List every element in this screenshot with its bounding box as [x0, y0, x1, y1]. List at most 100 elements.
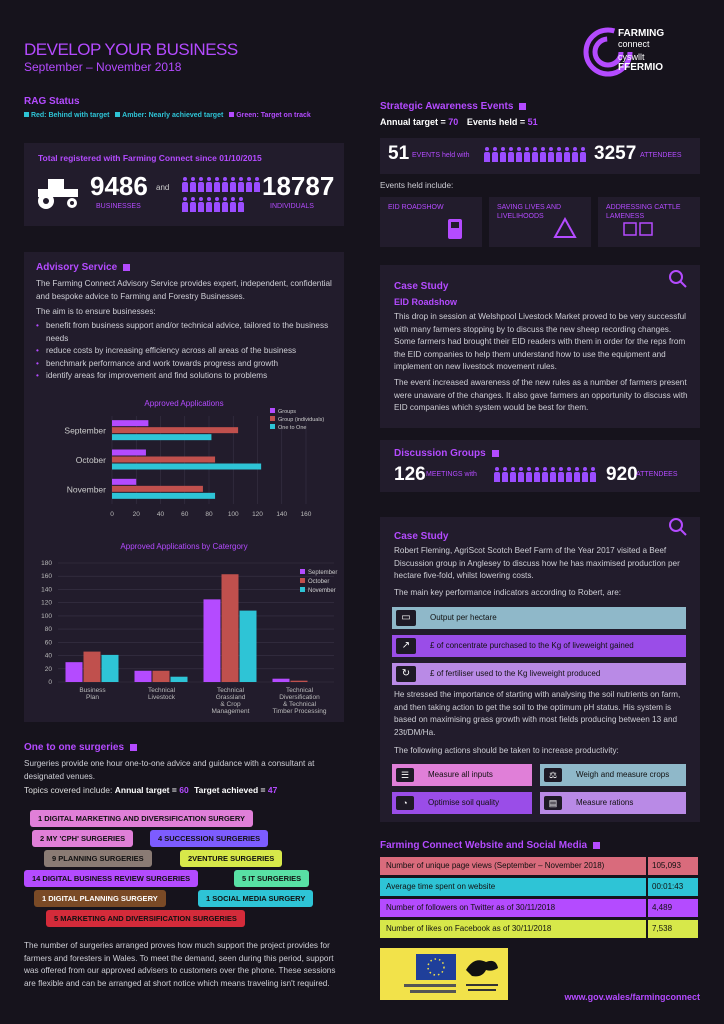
- cycle-icon: ↻: [396, 666, 416, 682]
- applications-by-category-chart: Approved Applications by Catergory 0 20 40 6…: [41, 542, 337, 715]
- legend-label: Group (individuals): [278, 417, 324, 423]
- dragon-icon: [466, 960, 498, 991]
- page-title: DEVELOP YOUR BUSINESS: [24, 40, 238, 59]
- bar: [65, 662, 83, 682]
- page-subtitle: September – November 2018: [24, 60, 182, 74]
- surgeries-targets: Topics covered include: Annual target = …: [24, 785, 278, 795]
- advisory-bullet: • benefit from business support and/or te…: [36, 321, 329, 343]
- bar: [272, 678, 290, 682]
- events-include-label: Events held include:: [380, 181, 454, 190]
- legend-label: One to One: [278, 425, 306, 431]
- laptop-icon: ▭: [396, 610, 416, 626]
- people-icons: [182, 177, 262, 217]
- web-title: Farming Connect Website and Social Media: [380, 840, 601, 851]
- monitor-icon: ▤: [544, 796, 562, 810]
- y-tick-label: 60: [45, 639, 53, 646]
- y-tick-label: 140: [41, 586, 52, 593]
- individuals-count: 18787: [262, 171, 335, 201]
- legend-label: October: [308, 579, 329, 585]
- discussion-people-icons: [494, 467, 598, 487]
- case2-paragraph-2: He stressed the importance of starting w…: [394, 690, 681, 737]
- discussion-attendees-count: 920: [606, 464, 638, 485]
- rag-amber-label: Amber: Nearly achieved target: [122, 112, 224, 119]
- event-box-cattle-lameness: ADDRESSING CATTLE LAMENESS: [598, 197, 700, 247]
- eu-flag-icon: [404, 954, 484, 993]
- bar: [112, 456, 216, 463]
- rag-red-label: Red: Behind with target: [30, 112, 110, 119]
- legend-swatch: [270, 408, 275, 413]
- case-study-eid-panel: Case Study EID Roadshow This drop in ses…: [380, 265, 700, 428]
- bar: [112, 485, 203, 492]
- events-summary-panel: 51 EVENTS held with 3257 ATTENDEES: [380, 138, 700, 174]
- bar: [203, 599, 221, 682]
- farming-connect-logo: FARMING connect cyswllt FFERMIO: [582, 24, 702, 80]
- bar: [83, 651, 101, 682]
- advisory-title: Advisory Service: [36, 262, 131, 273]
- x-tick-label: 160: [301, 511, 312, 518]
- magnifier-icon: [669, 518, 687, 536]
- warning-icon: [553, 217, 577, 238]
- scales-icon: ⚖: [544, 768, 562, 782]
- growth-chart-icon: ↗: [396, 638, 416, 654]
- advisory-panel: Advisory Service The Farming Connect Adv…: [24, 252, 344, 722]
- surgery-pill: 2VENTURE SURGERIES: [180, 850, 283, 867]
- logo-text-4: FFERMIO: [618, 62, 663, 73]
- category-label: October: [76, 455, 106, 465]
- footer-url[interactable]: www.gov.wales/farmingconnect: [564, 992, 700, 1002]
- surgery-pill: 9 PLANNING SURGERIES: [44, 850, 152, 867]
- chart-title: Approved Applications by Catergory: [120, 542, 247, 551]
- bar: [170, 676, 188, 682]
- case1-subtitle: EID Roadshow: [394, 297, 458, 307]
- registered-panel: Total registered with Farming Connect si…: [24, 143, 344, 226]
- event-attendees-label: ATTENDEES: [640, 152, 682, 159]
- surgery-pill: 5 IT SURGERIES: [234, 870, 310, 887]
- discussion-attendees-label: ATTENDEES: [636, 471, 678, 478]
- case2-title: Case Study: [394, 531, 449, 542]
- surgeries-closing: The number of surgeries arranged proves …: [24, 941, 336, 988]
- strategic-title: Strategic Awareness Events: [380, 101, 527, 112]
- bar: [112, 449, 146, 456]
- bar: [112, 420, 149, 427]
- events-label: EVENTS held with: [412, 152, 470, 159]
- event-box-eid: EID ROADSHOW: [380, 197, 482, 247]
- bar: [112, 478, 137, 485]
- event-attendees-count: 3257: [594, 143, 637, 164]
- logo-text-3: cyswllt: [618, 52, 645, 62]
- x-tick-label: 100: [228, 511, 239, 518]
- rag-green-label: Green: Target on track: [236, 112, 311, 119]
- rag-legend: Red: Behind with target Amber: Nearly ac…: [24, 112, 311, 119]
- legend-swatch: [300, 569, 305, 574]
- action-soil-quality: ◔ Optimise soil quality: [392, 792, 532, 814]
- legend-label: September: [308, 570, 337, 576]
- advisory-aim: The aim is to ensure businesses:: [36, 307, 156, 316]
- individuals-label: INDIVIDUALS: [270, 203, 314, 210]
- x-tick-label: 140: [276, 511, 287, 518]
- bar: [290, 680, 308, 682]
- businesses-count: 9486: [90, 171, 148, 201]
- category-label: September: [64, 426, 106, 436]
- x-tick-label: 20: [133, 511, 141, 518]
- advisory-bullet: • benchmark performance and work towards …: [36, 358, 279, 368]
- businesses-label: BUSINESSES: [96, 203, 141, 210]
- logo-text-2: connect: [618, 39, 650, 49]
- y-tick-label: 80: [45, 626, 53, 633]
- category-label: Technical Grassland & Crop Management: [212, 687, 250, 715]
- kpi-fertiliser: ↻ £ of fertiliser used to the Kg liveweig…: [392, 663, 686, 685]
- case2-actions-intro: The following actions should be taken to…: [394, 746, 619, 755]
- case1-title: Case Study: [394, 281, 449, 292]
- approved-applications-chart: Approved Applications 0 20 40 60 80 100 120 140 1…: [64, 399, 324, 518]
- bar: [221, 574, 239, 682]
- magnifier-icon: [669, 270, 687, 288]
- action-measure-rations: ▤ Measure rations: [540, 792, 686, 814]
- meetings-count: 126: [394, 464, 426, 485]
- checklist-icon: ☰: [396, 768, 414, 782]
- bar: [239, 610, 257, 682]
- legend-swatch: [300, 578, 305, 583]
- y-tick-label: 20: [45, 666, 53, 673]
- surgery-pill: 4 SUCCESSION SURGERIES: [150, 830, 269, 847]
- y-tick-label: 120: [41, 600, 52, 607]
- legend-swatch: [300, 587, 305, 592]
- events-count: 51: [388, 143, 410, 164]
- case1-paragraph-1: This drop in session at Welshpool Livest…: [394, 312, 687, 371]
- legend-label: Groups: [278, 409, 296, 415]
